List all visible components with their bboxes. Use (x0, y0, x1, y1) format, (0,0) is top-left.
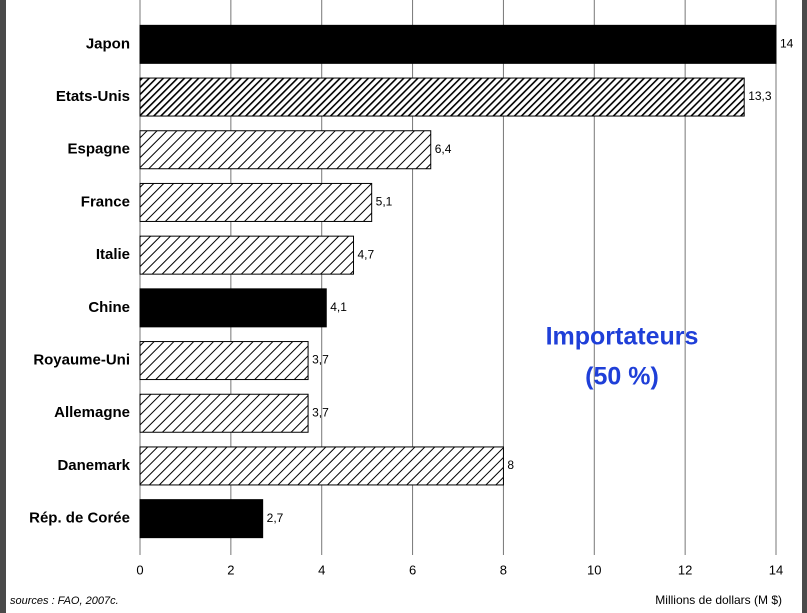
value-label: 5,1 (376, 195, 393, 209)
bar (139, 182, 373, 222)
value-label: 3,7 (312, 353, 329, 367)
value-label: 6,4 (435, 142, 452, 156)
value-label: 8 (507, 458, 514, 472)
value-label: 2,7 (267, 511, 284, 525)
y-tick-label: Italie (96, 246, 130, 263)
y-tick-label: Espagne (67, 141, 130, 158)
x-tick-label: 0 (136, 562, 143, 577)
x-tick-label: 10 (587, 562, 601, 577)
x-axis-label: Millions de dollars (M $) (655, 593, 782, 607)
x-tick-label: 2 (227, 562, 234, 577)
value-label: 4,7 (358, 247, 375, 261)
x-tick-label: 8 (500, 562, 507, 577)
y-tick-label: Allemagne (54, 404, 130, 421)
value-label: 13,3 (748, 89, 772, 103)
x-tick-label: 14 (769, 562, 783, 577)
annotation: (50 %) (585, 363, 659, 391)
y-tick-label: Chine (88, 299, 130, 316)
bar (139, 235, 355, 275)
bar (139, 499, 264, 539)
value-label: 3,7 (312, 405, 329, 419)
y-tick-label: Rép. de Corée (29, 510, 130, 527)
x-tick-label: 12 (678, 562, 692, 577)
y-tick-label: France (81, 193, 130, 210)
source: sources : FAO, 2007c. (10, 595, 119, 607)
bar (139, 24, 777, 64)
bar (139, 77, 745, 117)
y-tick-label: Royaume-Uni (33, 352, 130, 369)
y-tick-label: Danemark (57, 457, 130, 474)
x-tick-label: 4 (318, 562, 325, 577)
y-tick-label: Japon (86, 35, 130, 52)
bar (139, 130, 432, 170)
x-tick-label: 6 (409, 562, 416, 577)
bar (139, 288, 327, 328)
value-label: 14 (780, 37, 794, 51)
bar (139, 393, 309, 433)
value-label: 4,1 (330, 300, 347, 314)
bar (139, 341, 309, 381)
annotation: Importateurs (546, 323, 699, 351)
bar (139, 446, 504, 486)
y-tick-label: Etats-Unis (56, 88, 130, 105)
